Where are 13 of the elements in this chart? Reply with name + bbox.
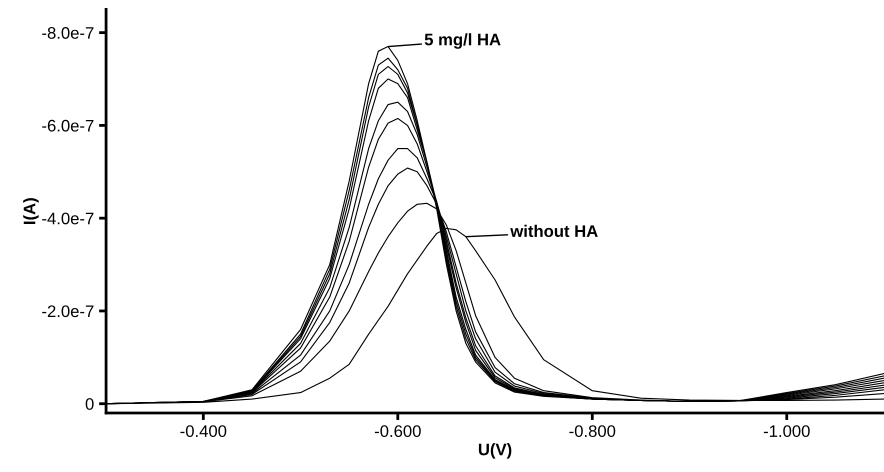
x-tick-label: -0.400 [180, 425, 226, 438]
annotation: 5 mg/l HA [424, 33, 501, 49]
y-tick-label: -4.0e-7 [42, 212, 94, 224]
y-tick-label: -6.0e-7 [42, 120, 94, 132]
x-tick-label: -0.800 [569, 425, 616, 438]
y-tick-label: -8.0e-7 [42, 27, 94, 39]
y-tick-label: -2.0e-7 [42, 305, 94, 318]
x-tick-label: -0.600 [374, 425, 421, 438]
y-tick-label: 0 [86, 398, 94, 410]
annotation: without HA [510, 224, 598, 238]
y-axis-title: I(A) [23, 198, 39, 224]
x-axis-title: U(V) [478, 443, 512, 459]
x-tick-label: -1.000 [764, 425, 810, 438]
